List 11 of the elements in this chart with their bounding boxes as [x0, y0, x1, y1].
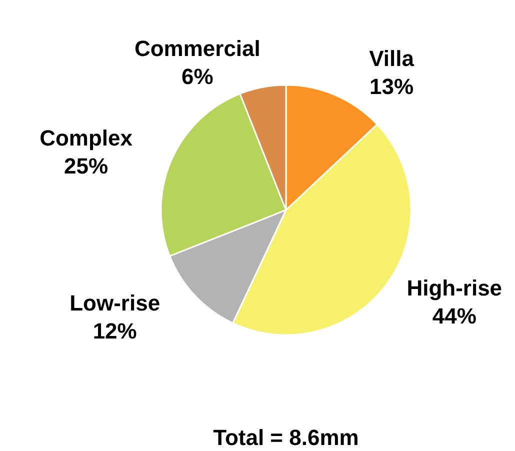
slice-label: High-rise [406, 276, 502, 301]
data-label: 25% [64, 153, 108, 178]
slice-label: Low-rise [70, 290, 160, 316]
slice-label: Villa [369, 46, 415, 72]
data-label: 6% [182, 64, 214, 90]
text: Total = 8.6mm [213, 425, 359, 450]
data-label: 12% [92, 318, 137, 344]
data-label: 44% [432, 304, 476, 329]
slice-label: Commercial [134, 36, 260, 62]
data-label: 13% [370, 74, 414, 100]
slice-label: Complex [40, 125, 134, 150]
